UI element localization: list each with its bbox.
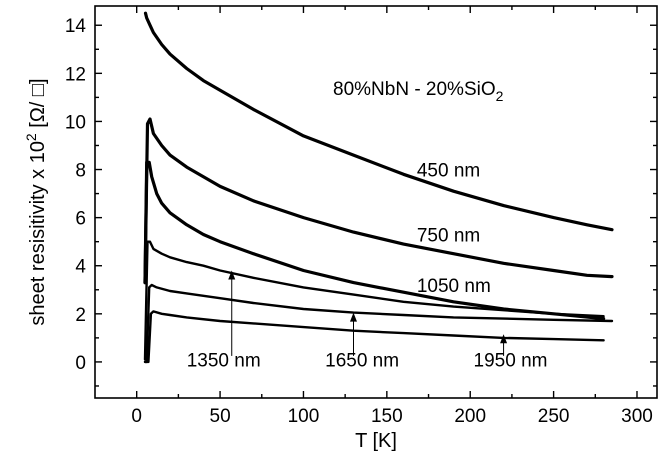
series-line-1350-nm — [143, 240, 605, 361]
x-tick-label-150: 150 — [371, 406, 403, 427]
x-tick-label-200: 200 — [454, 406, 486, 427]
x-tick-label-50: 50 — [210, 406, 231, 427]
annotation-arrows — [228, 270, 508, 356]
y-axis-title-superscript: 2 — [23, 133, 39, 141]
y-tick-label-6: 6 — [75, 209, 86, 230]
series-label-1350-nm: 1350 nm — [187, 351, 261, 372]
series-label-750-nm: 750 nm — [417, 226, 480, 247]
series-label-450-nm: 450 nm — [417, 161, 480, 182]
y-tick-label-4: 4 — [75, 257, 86, 278]
series-line-1050-nm — [143, 160, 606, 321]
series-line-1650-nm — [143, 283, 614, 364]
composition-label-subscript: 2 — [496, 88, 504, 104]
x-tick-label-0: 0 — [131, 406, 142, 427]
y-axis-title: sheet resisitivity x 102 [Ω/ □] — [23, 78, 49, 325]
x-axis-title: T [K] — [355, 430, 397, 452]
y-tick-label-0: 0 — [75, 353, 86, 374]
arrow-head-1350-nm — [228, 270, 236, 280]
plot-frame — [94, 5, 658, 399]
y-axis-title-unit: [Ω/ □] — [27, 78, 49, 133]
composition-label-main: 80%NbN - 20%SiO — [333, 79, 496, 100]
composition-label: 80%NbN - 20%SiO2 — [333, 79, 504, 104]
series-label-1650-nm: 1650 nm — [325, 351, 399, 372]
x-tick-label-300: 300 — [621, 406, 653, 427]
y-tick-label-8: 8 — [75, 161, 86, 182]
arrow-head-1950-nm — [500, 334, 508, 344]
y-tick-label-14: 14 — [65, 16, 87, 37]
y-tick-label-2: 2 — [75, 305, 86, 326]
y-tick-label-10: 10 — [65, 112, 86, 133]
arrow-head-1650-nm — [349, 312, 357, 322]
series-curves — [143, 11, 614, 364]
series-label-1950-nm: 1950 nm — [474, 351, 548, 372]
x-tick-label-100: 100 — [288, 406, 320, 427]
y-tick-label-12: 12 — [65, 64, 86, 85]
series-line-450-nm — [143, 11, 614, 232]
series-line-1950-nm — [143, 310, 605, 364]
series-line-750-nm — [143, 117, 614, 285]
axis-ticks: 0 50 100 150 200 250 300 0 2 4 6 8 10 12 14 — [65, 6, 657, 427]
series-labels: 450 nm 750 nm 1050 nm 1350 nm 1650 nm 1950 nm — [187, 161, 548, 372]
series-label-1050-nm: 1050 nm — [417, 276, 491, 297]
y-axis-title-main: sheet resisitivity x 10 — [27, 141, 49, 326]
x-tick-label-250: 250 — [538, 406, 570, 427]
